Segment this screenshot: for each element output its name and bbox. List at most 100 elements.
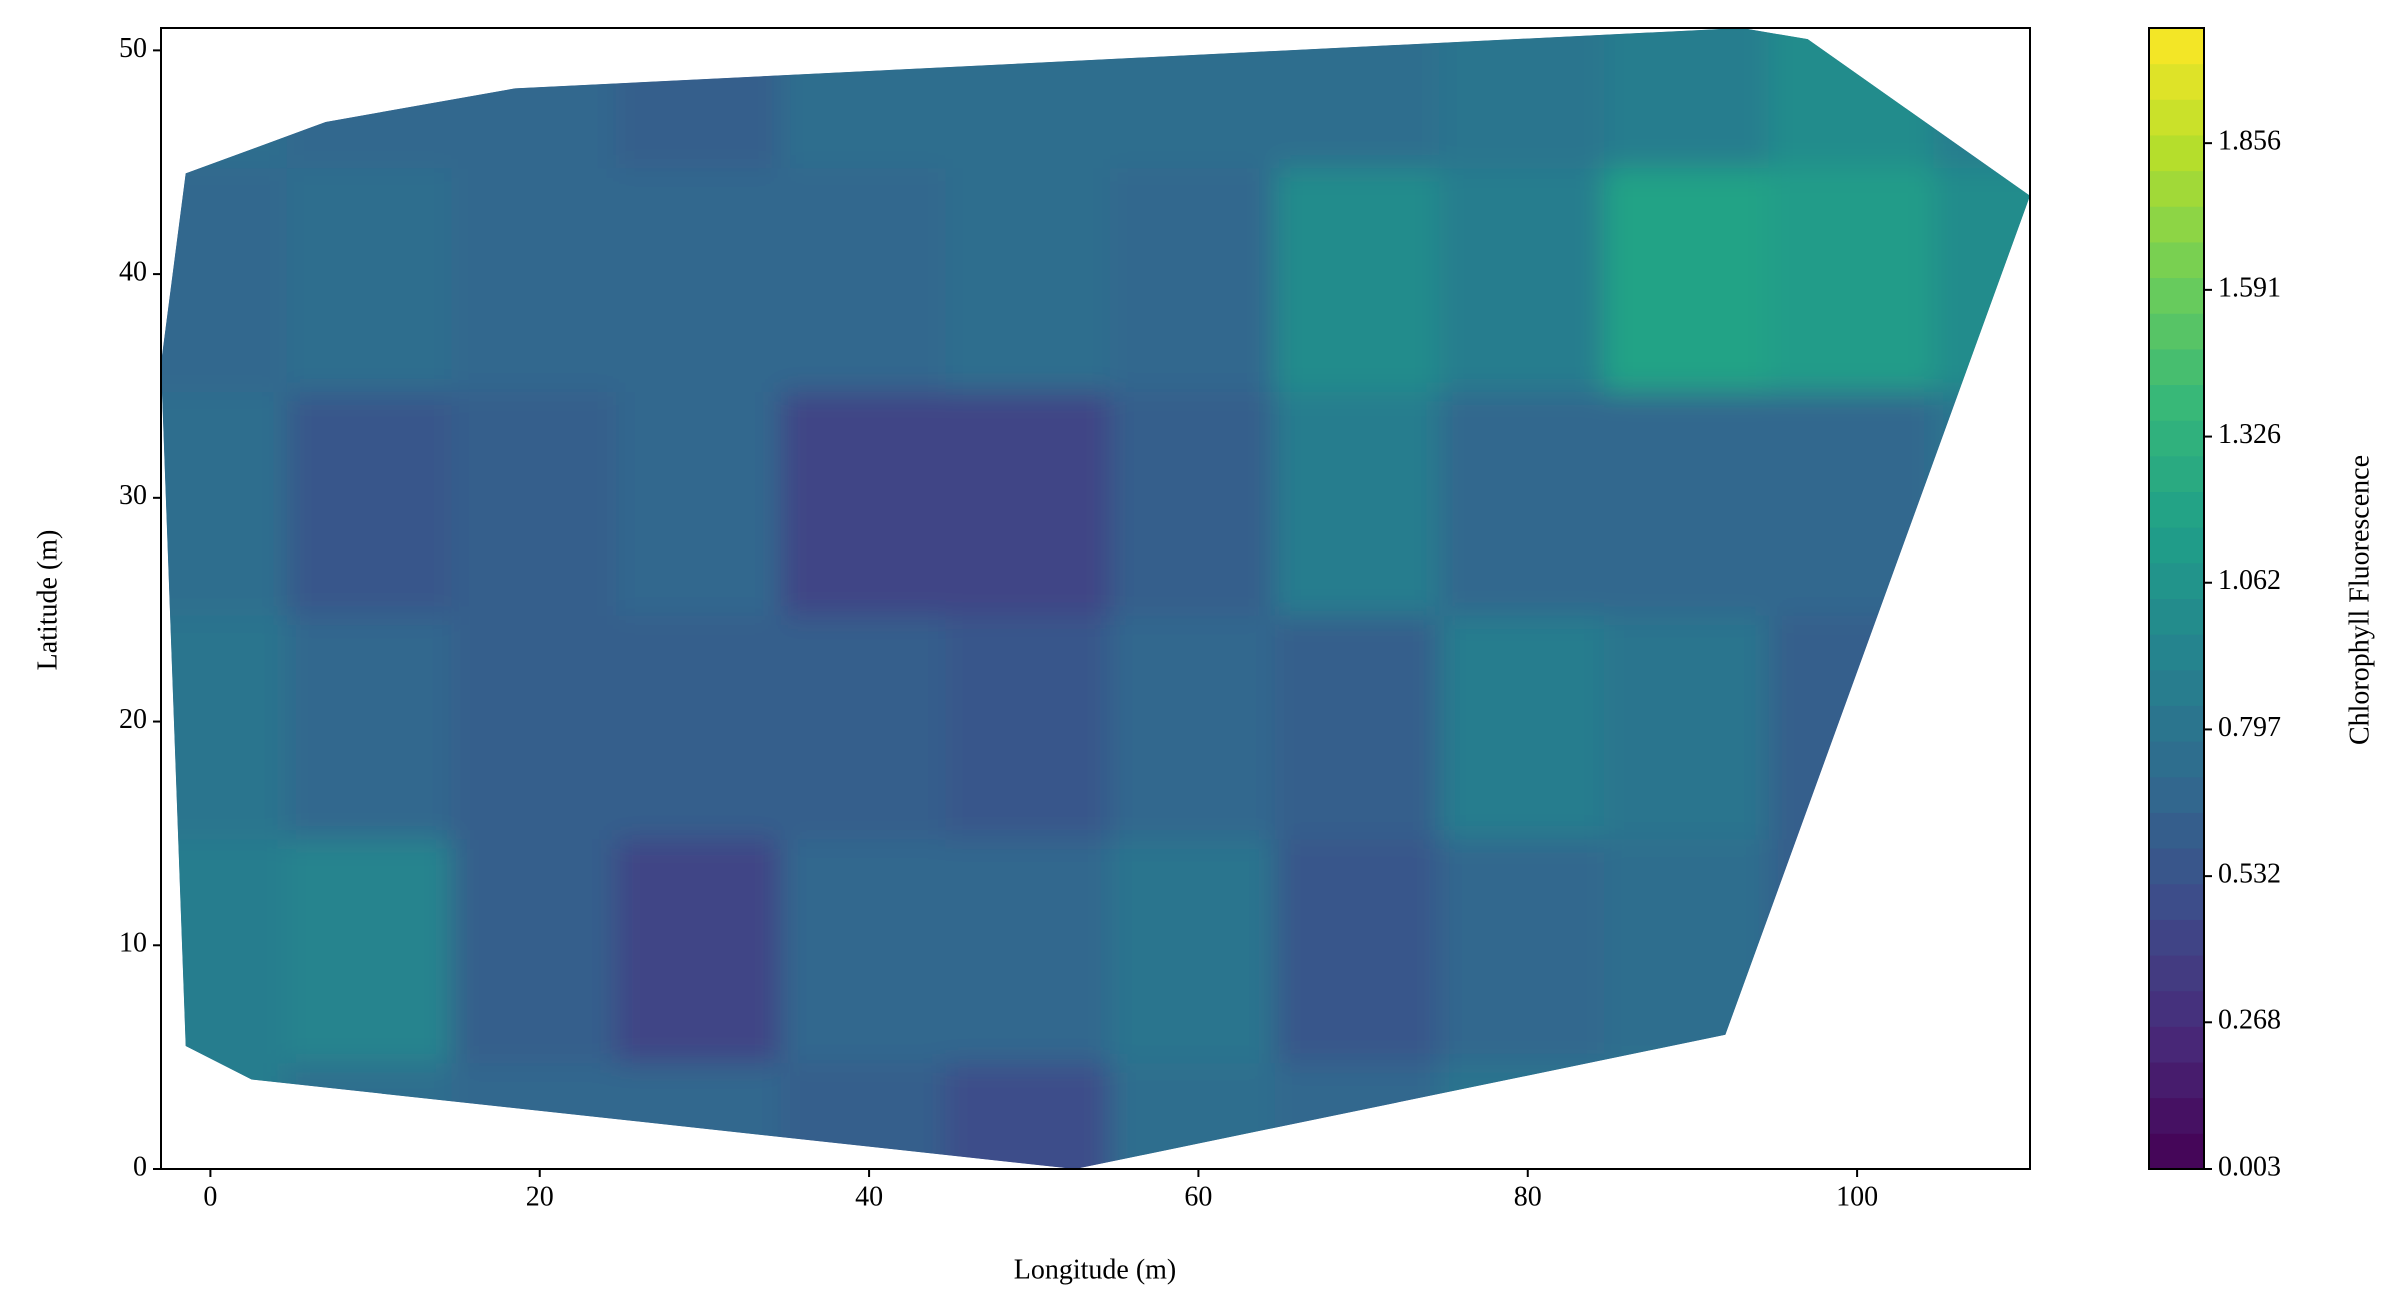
x-axis-label: Longitude (m) — [1014, 1254, 1177, 1285]
colorbar-tick-label: 0.532 — [2218, 859, 2281, 890]
cell — [945, 379, 1123, 616]
cell — [1604, 379, 1781, 616]
y-tick-label: 20 — [119, 704, 147, 735]
colorbar-band — [2149, 1061, 2204, 1099]
cell — [616, 603, 793, 840]
colorbar-band — [2149, 669, 2204, 706]
cell — [286, 603, 464, 840]
colorbar-band — [2149, 883, 2204, 920]
cell — [616, 28, 793, 169]
colorbar-band — [2149, 847, 2204, 885]
colorbar-band — [2149, 1097, 2204, 1134]
colorbar-band — [2149, 384, 2204, 421]
colorbar-band — [2149, 598, 2204, 635]
colorbar-tick-label: 0.268 — [2218, 1005, 2281, 1036]
cell — [1768, 379, 1946, 616]
cell — [1110, 28, 1287, 169]
colorbar-band — [2149, 134, 2204, 172]
cell — [451, 156, 629, 392]
cell — [1439, 827, 1617, 1064]
colorbar-band — [2149, 491, 2204, 528]
colorbar-band — [2149, 633, 2204, 671]
cell — [780, 827, 958, 1064]
y-axis-label: Latitude (m) — [32, 530, 63, 671]
cell — [451, 827, 629, 1064]
cell — [286, 156, 464, 392]
cell — [1604, 156, 1781, 392]
cell — [945, 603, 1123, 840]
cell — [1274, 156, 1452, 392]
cell — [451, 379, 629, 616]
cell — [1439, 603, 1617, 840]
cell — [161, 156, 299, 392]
colorbar-tick-label: 1.062 — [2218, 565, 2281, 596]
cell — [451, 603, 629, 840]
x-tick-label: 40 — [855, 1181, 883, 1212]
cell — [1274, 603, 1452, 840]
contour-field — [161, 28, 2030, 1169]
colorbar-band — [2149, 455, 2204, 493]
y-tick-label: 0 — [133, 1151, 147, 1182]
cell — [161, 379, 299, 616]
cell — [945, 827, 1123, 1064]
colorbar-band — [2149, 740, 2204, 778]
colorbar-tick-label: 1.326 — [2218, 419, 2281, 450]
y-tick-label: 30 — [119, 480, 147, 511]
cells — [161, 28, 2030, 1169]
cell — [286, 379, 464, 616]
cell — [1933, 28, 2030, 169]
cell — [161, 827, 299, 1064]
colorbar-band — [2149, 98, 2204, 136]
x-tick-label: 20 — [526, 1181, 554, 1212]
cell — [286, 28, 464, 169]
cell — [1933, 156, 2030, 392]
colorbar-tick-label: 0.003 — [2218, 1151, 2281, 1182]
cell — [616, 379, 793, 616]
cell — [780, 156, 958, 392]
colorbar-band — [2149, 1132, 2204, 1170]
colorbar-band — [2149, 348, 2204, 386]
cell — [1274, 28, 1452, 169]
cell — [1110, 379, 1287, 616]
cell — [1110, 156, 1287, 392]
cell — [945, 1051, 1123, 1169]
colorbar-band — [2149, 811, 2204, 849]
cell — [1274, 827, 1452, 1064]
colorbar-band — [2149, 241, 2204, 279]
cell — [1768, 603, 1946, 840]
cell — [1439, 156, 1617, 392]
colorbar-band — [2149, 1025, 2204, 1063]
colorbar-tick-label: 1.591 — [2218, 272, 2281, 303]
colorbar-tick-label: 1.856 — [2218, 126, 2281, 157]
colorbar-label: Chlorophyll Fluorescence — [2344, 455, 2375, 745]
colorbar-band — [2149, 918, 2204, 956]
y-tick-label: 50 — [119, 33, 147, 64]
cell — [1933, 603, 2030, 840]
cell — [780, 28, 958, 169]
cell — [780, 379, 958, 616]
colorbar-band — [2149, 170, 2204, 207]
cell — [161, 603, 299, 840]
cell — [1768, 827, 1946, 1064]
colorbar-band — [2149, 419, 2204, 457]
cell — [1604, 827, 1781, 1064]
cell — [451, 28, 629, 169]
cell — [616, 156, 793, 392]
cell — [1439, 379, 1617, 616]
cell — [616, 827, 793, 1064]
colorbar-band — [2149, 312, 2204, 350]
cell — [1110, 827, 1287, 1064]
x-tick-label: 100 — [1836, 1181, 1878, 1212]
cell — [1768, 156, 1946, 392]
cell — [1933, 827, 2030, 1064]
colorbar-band — [2149, 526, 2204, 564]
x-tick-label: 60 — [1184, 1181, 1212, 1212]
cell — [780, 603, 958, 840]
colorbar-band — [2149, 562, 2204, 599]
colorbar-band — [2149, 990, 2204, 1027]
cell — [161, 28, 299, 169]
colorbar-band — [2149, 954, 2204, 992]
x-tick-label: 80 — [1514, 1181, 1542, 1212]
cell — [1110, 603, 1287, 840]
